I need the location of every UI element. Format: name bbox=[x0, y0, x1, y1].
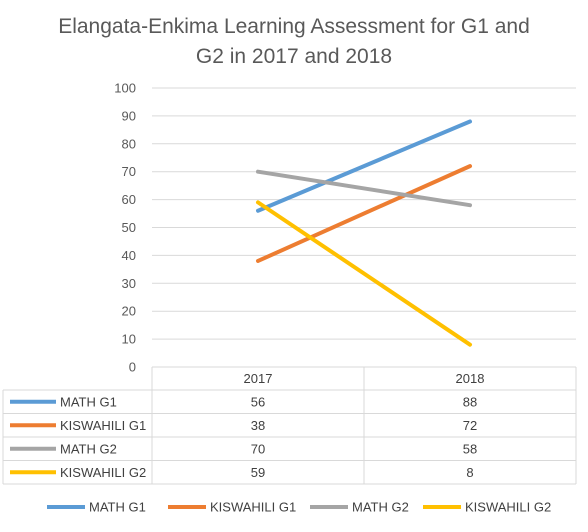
data-table: 2017 2018 MATH G1 56 88 KISWAHILI G1 38 72 MATH … bbox=[2, 366, 577, 485]
table-series-label: KISWAHILI G2 bbox=[60, 465, 146, 480]
y-tick-label: 0 bbox=[129, 360, 136, 375]
table-series-label: MATH G1 bbox=[60, 394, 117, 409]
table-series-label: KISWAHILI G1 bbox=[60, 418, 146, 433]
legend-label: MATH G2 bbox=[352, 500, 409, 515]
legend-label: KISWAHILI G1 bbox=[210, 500, 296, 515]
y-tick-label: 30 bbox=[122, 276, 136, 291]
data-label: 56 bbox=[251, 394, 265, 409]
y-tick-label: 90 bbox=[122, 108, 136, 123]
x-tick-label: 2017 bbox=[244, 371, 273, 386]
data-label: 38 bbox=[251, 418, 265, 433]
chart-title-line-2: G2 in 2017 and 2018 bbox=[196, 45, 392, 68]
y-tick-label: 50 bbox=[122, 220, 136, 235]
series-line bbox=[256, 119, 472, 213]
y-axis: 0 10 20 30 40 50 60 70 80 90 100 bbox=[114, 81, 136, 375]
chart-title: Elangata-Enkima Learning Assessment for … bbox=[58, 15, 530, 68]
data-label: 59 bbox=[251, 465, 265, 480]
data-label: 70 bbox=[251, 441, 265, 456]
data-label: 58 bbox=[463, 441, 477, 456]
data-label: 88 bbox=[463, 394, 477, 409]
legend: MATH G1 KISWAHILI G1 MATH G2 KISWAHILI G2 bbox=[47, 500, 551, 515]
y-tick-label: 10 bbox=[122, 332, 136, 347]
series-line bbox=[256, 200, 472, 347]
y-tick-label: 20 bbox=[122, 304, 136, 319]
data-label: 72 bbox=[463, 418, 477, 433]
legend-label: KISWAHILI G2 bbox=[465, 500, 551, 515]
y-tick-label: 70 bbox=[122, 164, 136, 179]
legend-label: MATH G1 bbox=[89, 500, 146, 515]
data-label: 8 bbox=[466, 465, 473, 480]
y-tick-label: 60 bbox=[122, 192, 136, 207]
y-tick-label: 100 bbox=[114, 81, 136, 96]
series-line bbox=[256, 169, 472, 208]
y-tick-label: 80 bbox=[122, 136, 136, 151]
plot-area bbox=[256, 119, 472, 347]
y-tick-label: 40 bbox=[122, 248, 136, 263]
gridlines bbox=[152, 87, 576, 368]
chart-title-line-1: Elangata-Enkima Learning Assessment for … bbox=[58, 15, 530, 38]
x-tick-label: 2018 bbox=[456, 371, 485, 386]
series-line bbox=[256, 164, 472, 263]
table-series-label: MATH G2 bbox=[60, 441, 117, 456]
